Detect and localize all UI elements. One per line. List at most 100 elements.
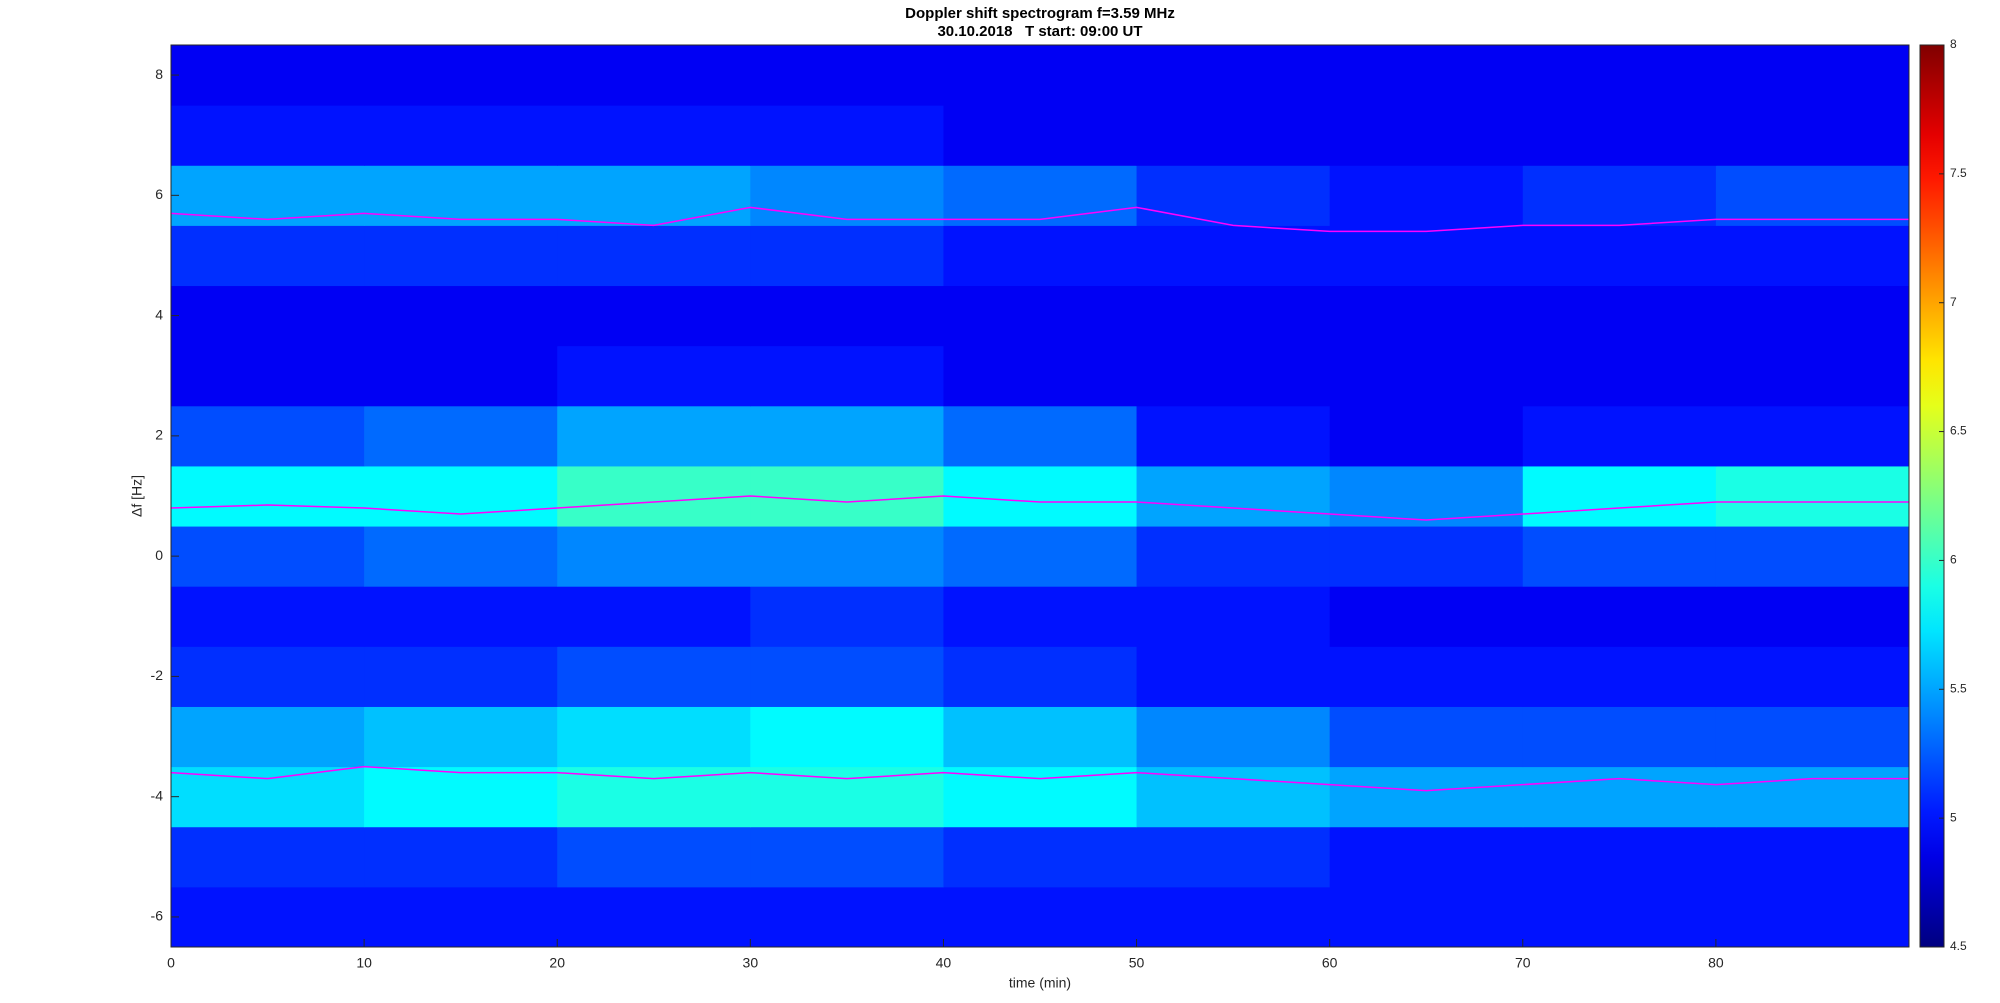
cell <box>1522 586 1717 647</box>
cell <box>943 285 1138 347</box>
cell <box>557 225 751 287</box>
cell <box>1329 285 1524 347</box>
colorbar-tick-label: 7.5 <box>1950 166 1967 180</box>
cell <box>1136 105 1331 166</box>
x-tick-label: 50 <box>1129 955 1145 971</box>
cell <box>557 886 751 948</box>
cell <box>1522 165 1717 226</box>
cell <box>1715 465 1910 527</box>
cell <box>364 646 558 707</box>
cell <box>557 826 751 888</box>
cell <box>1715 345 1910 407</box>
cell <box>171 886 365 948</box>
cell <box>557 706 751 768</box>
cell <box>557 646 751 707</box>
colorbar-tick-label: 6 <box>1950 553 1957 567</box>
cell <box>750 45 944 106</box>
cell <box>171 345 365 407</box>
cell <box>1522 766 1717 828</box>
cell <box>1329 405 1524 467</box>
colorbar-tick-label: 8 <box>1950 37 1957 51</box>
cell <box>1136 526 1331 587</box>
cell <box>171 826 365 888</box>
cell <box>750 105 944 166</box>
trace-line <box>170 206 1909 233</box>
cell <box>943 826 1138 888</box>
cell <box>1329 826 1524 888</box>
colorbar-tick-label: 5.5 <box>1950 681 1967 695</box>
cell <box>943 646 1138 707</box>
cell <box>750 465 944 527</box>
cell <box>750 345 944 407</box>
x-tick-label: 10 <box>356 955 372 971</box>
cell <box>1522 225 1717 287</box>
y-tick-label: 8 <box>155 66 163 82</box>
cell <box>364 165 558 226</box>
cell <box>1715 165 1910 226</box>
cell <box>171 225 365 287</box>
cell <box>750 766 944 828</box>
cell <box>557 526 751 587</box>
cell <box>171 165 365 226</box>
cell <box>557 766 751 828</box>
cell <box>557 465 751 527</box>
cell <box>1136 826 1331 888</box>
cell <box>1136 285 1331 347</box>
cell <box>1136 646 1331 707</box>
colorbar-tick-label: 4.5 <box>1950 939 1967 953</box>
cell <box>171 45 365 106</box>
cell <box>1329 706 1524 768</box>
cell <box>171 646 365 707</box>
x-tick-label: 70 <box>1515 955 1531 971</box>
cell <box>1136 706 1331 768</box>
cell <box>1522 285 1717 347</box>
cell <box>1715 285 1910 347</box>
cell <box>1522 345 1717 407</box>
cell <box>557 405 751 467</box>
cell <box>1522 526 1717 587</box>
colorbar <box>1919 44 1945 948</box>
cell <box>1136 766 1331 828</box>
x-axis-label: time (min) <box>1009 975 1071 991</box>
cell <box>1329 646 1524 707</box>
trace-line <box>170 495 1909 521</box>
cell <box>750 405 944 467</box>
cell <box>364 826 558 888</box>
cell <box>1715 45 1910 106</box>
cell <box>943 465 1138 527</box>
cell <box>1522 45 1717 106</box>
trace-line <box>170 765 1909 792</box>
colorbar-tick-label: 7 <box>1950 295 1957 309</box>
cell <box>364 586 558 647</box>
cell <box>1715 526 1910 587</box>
cell <box>1522 706 1717 768</box>
cell <box>364 706 558 768</box>
cell <box>1329 345 1524 407</box>
cell <box>364 345 558 407</box>
cell <box>943 586 1138 647</box>
cell <box>1136 45 1331 106</box>
cell <box>557 165 751 226</box>
y-tick-label: -6 <box>151 908 164 924</box>
y-tick-label: 4 <box>155 306 163 322</box>
cell <box>1715 225 1910 287</box>
colorbar-tick-label: 6.5 <box>1950 424 1967 438</box>
cell <box>1329 465 1524 527</box>
cell <box>943 345 1138 407</box>
cell <box>943 886 1138 948</box>
cell <box>1715 586 1910 647</box>
cell <box>1329 165 1524 226</box>
cell <box>1329 225 1524 287</box>
cell <box>1522 105 1717 166</box>
cell <box>943 405 1138 467</box>
cell <box>1522 646 1717 707</box>
cell <box>364 766 558 828</box>
cell <box>750 646 944 707</box>
cell <box>1715 706 1910 768</box>
y-axis-label: Δf [Hz] <box>129 475 145 517</box>
cell <box>364 886 558 948</box>
cell <box>943 45 1138 106</box>
cell <box>1715 405 1910 467</box>
